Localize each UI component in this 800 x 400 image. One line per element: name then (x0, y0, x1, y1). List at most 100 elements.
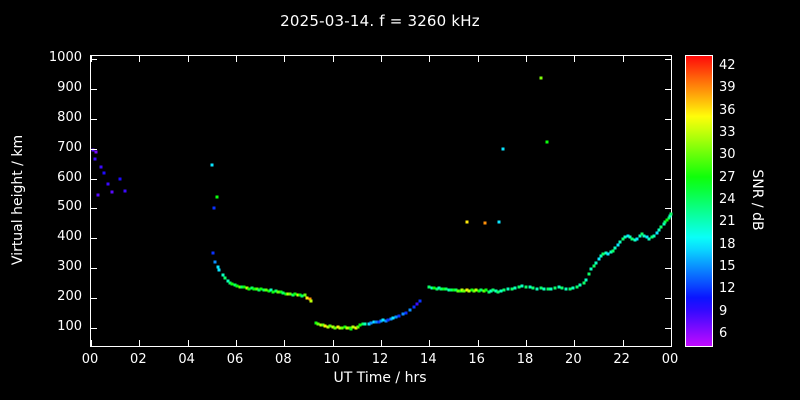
data-point (630, 237, 634, 241)
data-point (489, 289, 493, 293)
y-tick-label: 1000 (48, 49, 82, 65)
data-point (213, 260, 217, 264)
tick-mark (622, 56, 624, 62)
y-tick-label: 700 (57, 139, 82, 155)
data-point (542, 287, 546, 291)
data-point (479, 288, 483, 292)
x-tick-label: 02 (130, 352, 147, 367)
data-point (659, 225, 663, 229)
colorbar-tick-label: 42 (719, 58, 736, 74)
data-point (305, 296, 309, 300)
data-point (372, 320, 376, 324)
data-point (594, 261, 598, 265)
data-point (336, 325, 339, 329)
tick-mark (665, 178, 671, 180)
data-point (367, 322, 371, 326)
tick-mark (671, 340, 672, 346)
tick-mark (477, 56, 479, 62)
data-point (435, 287, 439, 291)
data-point (640, 232, 644, 236)
x-tick-label: 06 (226, 352, 244, 367)
data-point (437, 286, 441, 290)
tick-mark (665, 268, 671, 270)
data-point (247, 287, 251, 291)
data-point (496, 290, 500, 294)
data-point (284, 292, 288, 296)
data-point (123, 189, 127, 193)
data-point (267, 289, 271, 293)
data-point (223, 276, 227, 280)
data-point (349, 327, 353, 331)
plot-area (90, 55, 673, 347)
data-point (482, 289, 486, 293)
y-tick-label: 900 (57, 79, 82, 95)
data-point (549, 287, 553, 291)
tick-mark (665, 238, 671, 240)
data-point (212, 206, 216, 210)
data-point (276, 290, 280, 294)
data-point (545, 140, 549, 144)
y-tick-label: 400 (57, 229, 82, 245)
data-point (250, 286, 254, 290)
data-point (286, 292, 290, 296)
data-point (338, 326, 342, 330)
data-point (465, 288, 469, 292)
data-point (546, 287, 550, 291)
data-point (467, 289, 471, 293)
data-point (449, 288, 453, 292)
data-point (418, 299, 422, 303)
colorbar-tick-label: 27 (719, 169, 736, 185)
chart-title: 2025-03-14. f = 3260 kHz (280, 12, 480, 30)
colorbar-tick-label: 6 (719, 325, 728, 341)
data-point (494, 289, 498, 293)
tick-mark (91, 148, 97, 150)
data-point (314, 321, 318, 325)
data-point (430, 286, 434, 290)
colorbar-tick-label: 24 (719, 192, 736, 207)
data-point (216, 265, 220, 269)
tick-mark (665, 118, 671, 120)
data-point (484, 288, 488, 292)
tick-mark (429, 56, 431, 62)
data-point (210, 163, 214, 167)
data-point (626, 234, 629, 238)
data-point (94, 150, 98, 154)
data-point (245, 286, 249, 290)
data-point (655, 231, 658, 235)
data-point (384, 319, 388, 323)
data-point (506, 287, 510, 291)
x-tick-label: 04 (178, 352, 195, 367)
y-tick-label: 800 (57, 109, 82, 125)
x-tick-label: 22 (613, 352, 630, 367)
data-point (517, 285, 521, 289)
data-point (499, 289, 503, 293)
data-point (439, 287, 443, 291)
data-point (363, 322, 367, 326)
data-point (340, 326, 344, 330)
data-point (264, 288, 268, 292)
data-point (663, 220, 667, 224)
data-point (472, 289, 476, 293)
x-tick-label: 08 (275, 352, 292, 367)
colorbar-tick-label: 15 (719, 258, 736, 274)
data-point (262, 288, 266, 292)
data-point (623, 235, 627, 239)
data-point (238, 285, 242, 289)
data-point (351, 325, 355, 329)
data-point (477, 289, 481, 293)
x-tick-label: 00 (661, 352, 679, 367)
data-point (427, 285, 431, 289)
tick-mark (622, 340, 624, 346)
data-point (328, 324, 332, 328)
tick-mark (526, 56, 527, 62)
tick-mark (284, 340, 286, 346)
data-point (300, 294, 304, 298)
tick-mark (91, 298, 97, 300)
data-point (412, 305, 416, 309)
data-point (296, 293, 300, 297)
data-point (474, 288, 478, 292)
tick-mark (91, 58, 97, 60)
data-point (242, 285, 246, 289)
data-point (638, 234, 642, 238)
data-point (394, 315, 397, 319)
